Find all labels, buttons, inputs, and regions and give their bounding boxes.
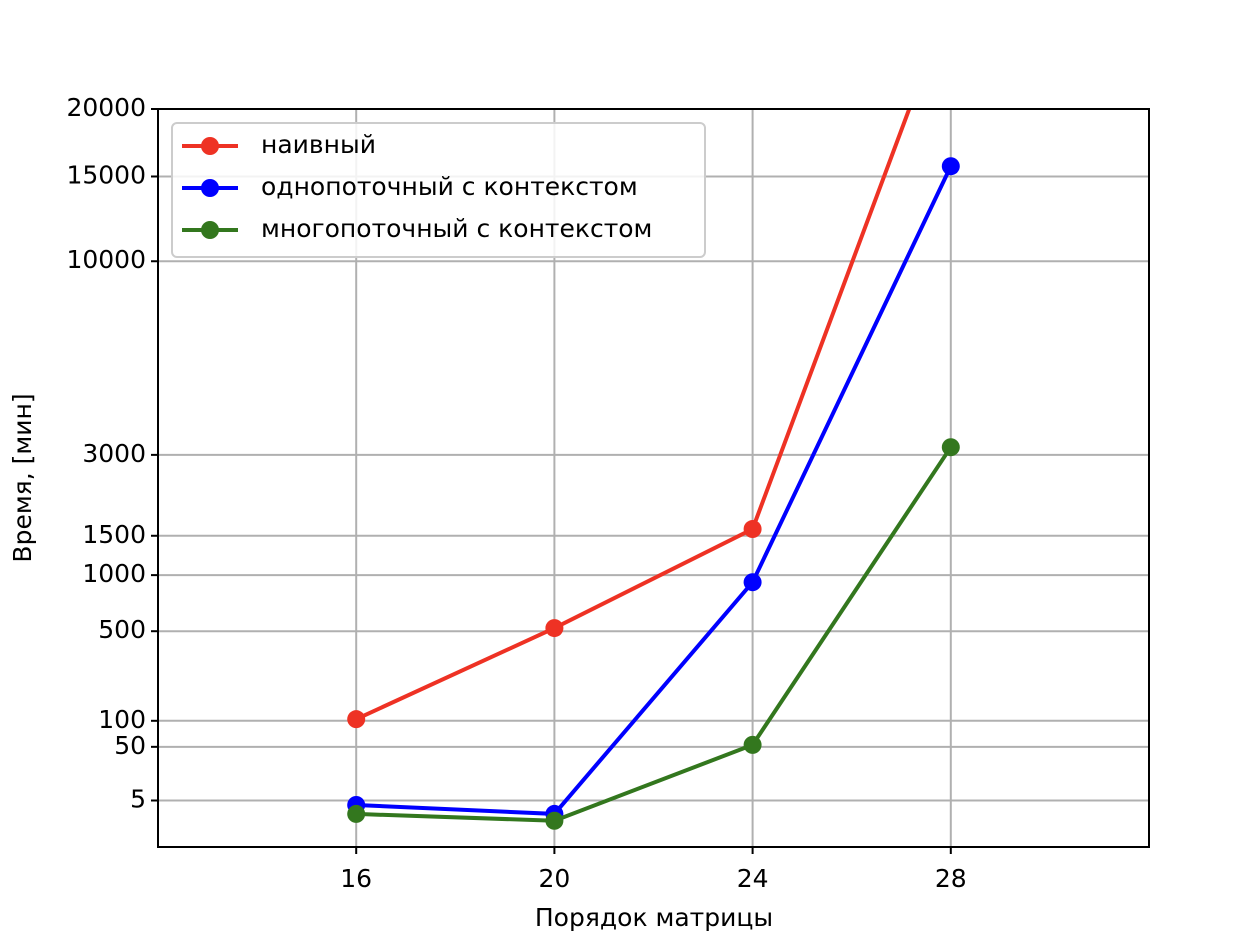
y-tick-label: 50 xyxy=(114,731,146,760)
x-tick-label: 24 xyxy=(737,864,769,893)
legend-marker xyxy=(201,221,219,239)
data-point xyxy=(743,520,762,539)
series-line xyxy=(356,165,953,816)
legend-label: наивный xyxy=(261,130,376,159)
series-line xyxy=(355,109,912,721)
x-tick-label: 20 xyxy=(538,864,570,893)
data-point xyxy=(743,735,762,754)
y-tick-label: 10000 xyxy=(66,245,146,274)
y-tick-label: 20000 xyxy=(66,93,146,122)
legend-label: однопоточный с контекстом xyxy=(261,172,638,201)
plot-frame xyxy=(157,108,1150,848)
data-point xyxy=(347,710,366,729)
y-tick-label: 5 xyxy=(130,785,146,814)
x-tick-label: 16 xyxy=(340,864,372,893)
series-line xyxy=(356,446,953,823)
legend-box xyxy=(171,122,706,258)
y-tick-label: 15000 xyxy=(66,160,146,189)
y-tick-label: 1000 xyxy=(82,559,146,588)
data-point xyxy=(942,0,960,7)
y-tick-label: 500 xyxy=(98,615,146,644)
data-point xyxy=(347,804,366,823)
legend-marker xyxy=(201,137,219,155)
x-axis-label: Порядок матрицы xyxy=(535,903,773,932)
y-tick-label: 3000 xyxy=(82,439,146,468)
legend-label: многопоточный с контекстом xyxy=(261,214,652,243)
y-tick-label: 1500 xyxy=(82,520,146,549)
legend-marker xyxy=(201,179,219,197)
y-tick-label: 100 xyxy=(98,705,146,734)
data-point xyxy=(941,157,960,176)
y-axis-label: Время, [мин] xyxy=(8,393,37,562)
plot-area xyxy=(347,0,960,830)
x-tick-label: 28 xyxy=(935,864,967,893)
data-point xyxy=(941,438,960,457)
data-point xyxy=(743,573,762,592)
data-point xyxy=(545,811,564,830)
data-point xyxy=(545,619,564,638)
